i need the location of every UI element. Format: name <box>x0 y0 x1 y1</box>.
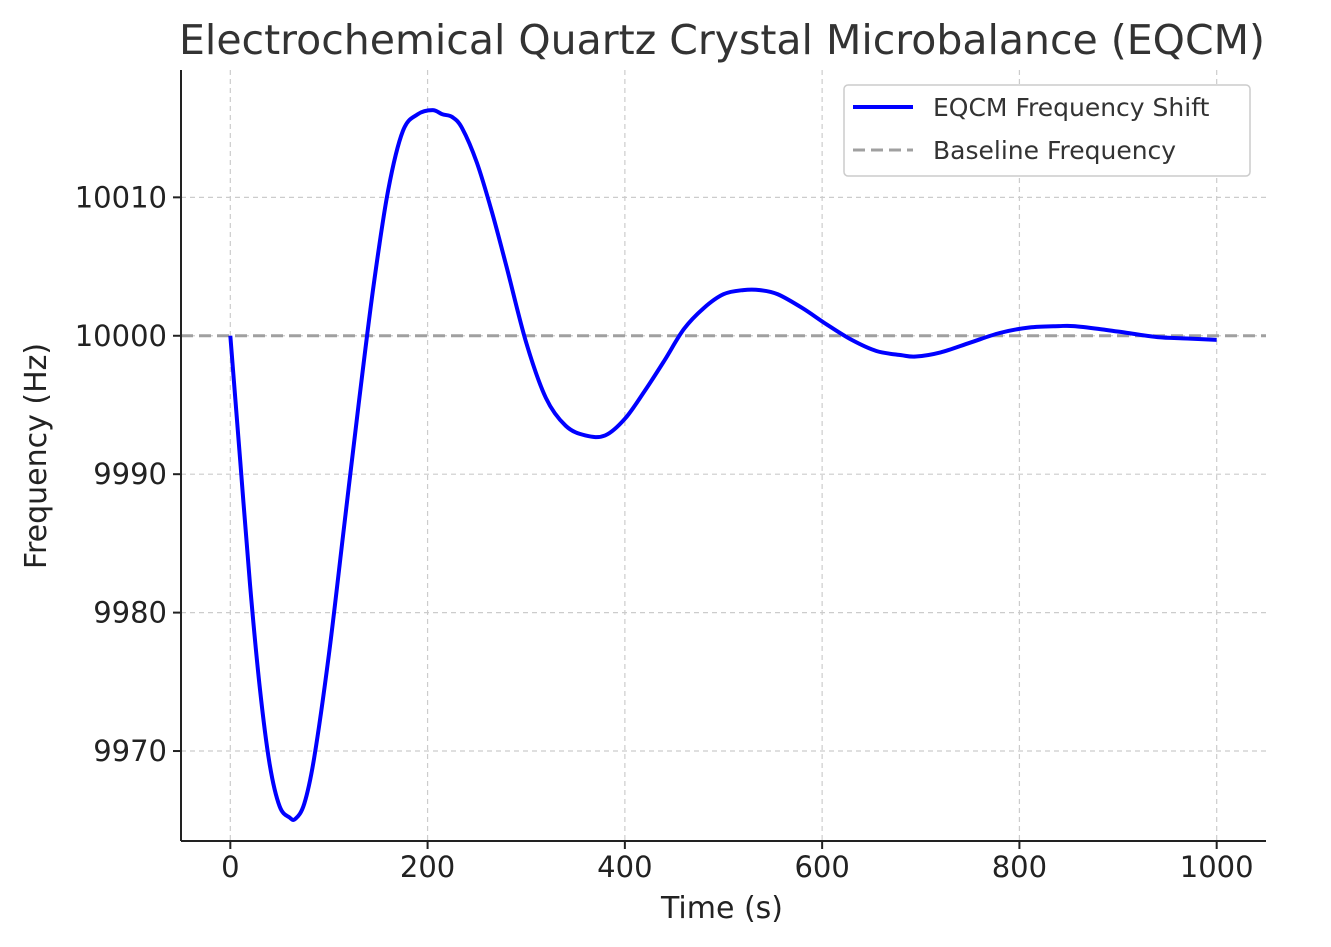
grid <box>181 70 1266 841</box>
x-tick-label: 200 <box>400 850 455 884</box>
y-axis-label: Frequency (Hz) <box>19 343 54 569</box>
ticks: 0 200 400 600 800 1000 9970 9980 9990 10000 10010 <box>75 180 1254 884</box>
legend-label-eqcm: EQCM Frequency Shift <box>933 93 1210 122</box>
y-tick-label: 10000 <box>75 319 167 353</box>
y-tick-label: 10010 <box>75 180 167 214</box>
legend: EQCM Frequency Shift Baseline Frequency <box>843 84 1251 177</box>
legend-box <box>843 84 1251 177</box>
y-tick-label: 9980 <box>93 596 167 630</box>
x-tick-label: 400 <box>597 850 652 884</box>
x-tick-label: 600 <box>794 850 849 884</box>
y-tick-label: 9990 <box>93 457 167 491</box>
eqcm-frequency-shift-line <box>228 108 1217 822</box>
x-axis-label: Time (s) <box>660 891 783 926</box>
legend-label-baseline: Baseline Frequency <box>933 136 1176 165</box>
y-tick-label: 9970 <box>93 734 167 768</box>
x-tick-label: 1000 <box>1180 850 1254 884</box>
series <box>181 108 1266 822</box>
chart-title: Electrochemical Quartz Crystal Microbala… <box>179 16 1265 64</box>
x-tick-label: 800 <box>992 850 1047 884</box>
x-tick-label: 0 <box>221 850 239 884</box>
